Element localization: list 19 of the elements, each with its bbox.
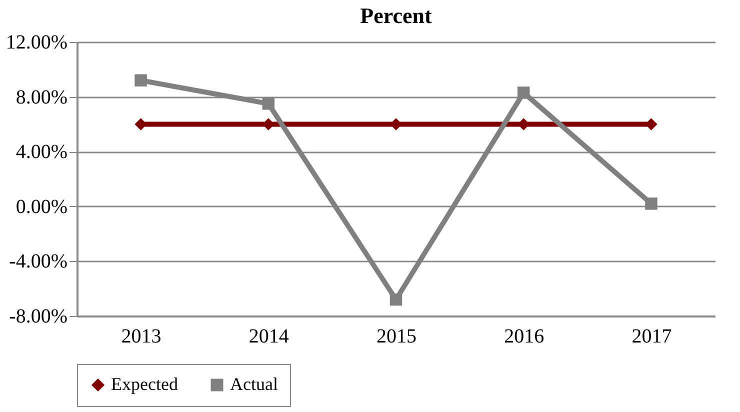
y-tick-label: 0.00% (16, 196, 68, 218)
point (134, 74, 147, 86)
point (262, 98, 275, 110)
y-tick-label: 12.00% (6, 32, 68, 54)
legend-label: Actual (230, 374, 278, 394)
chart-title: Percent (360, 3, 432, 28)
point (517, 86, 530, 99)
x-tick-label: 2014 (248, 326, 289, 348)
y-tick-label: -4.00% (9, 250, 68, 273)
y-tick-label: -8.00% (9, 306, 68, 328)
x-tick-label: 2016 (504, 326, 544, 348)
y-tick-label: 4.00% (16, 141, 68, 164)
point (390, 293, 402, 306)
x-tick-label: 2017 (632, 326, 672, 348)
legend-label: Expected (111, 374, 178, 394)
y-tick-label: 8.00% (16, 86, 68, 108)
x-tick-label: 2015 (376, 326, 416, 348)
point (645, 198, 658, 210)
x-tick-label: 2013 (121, 326, 162, 348)
